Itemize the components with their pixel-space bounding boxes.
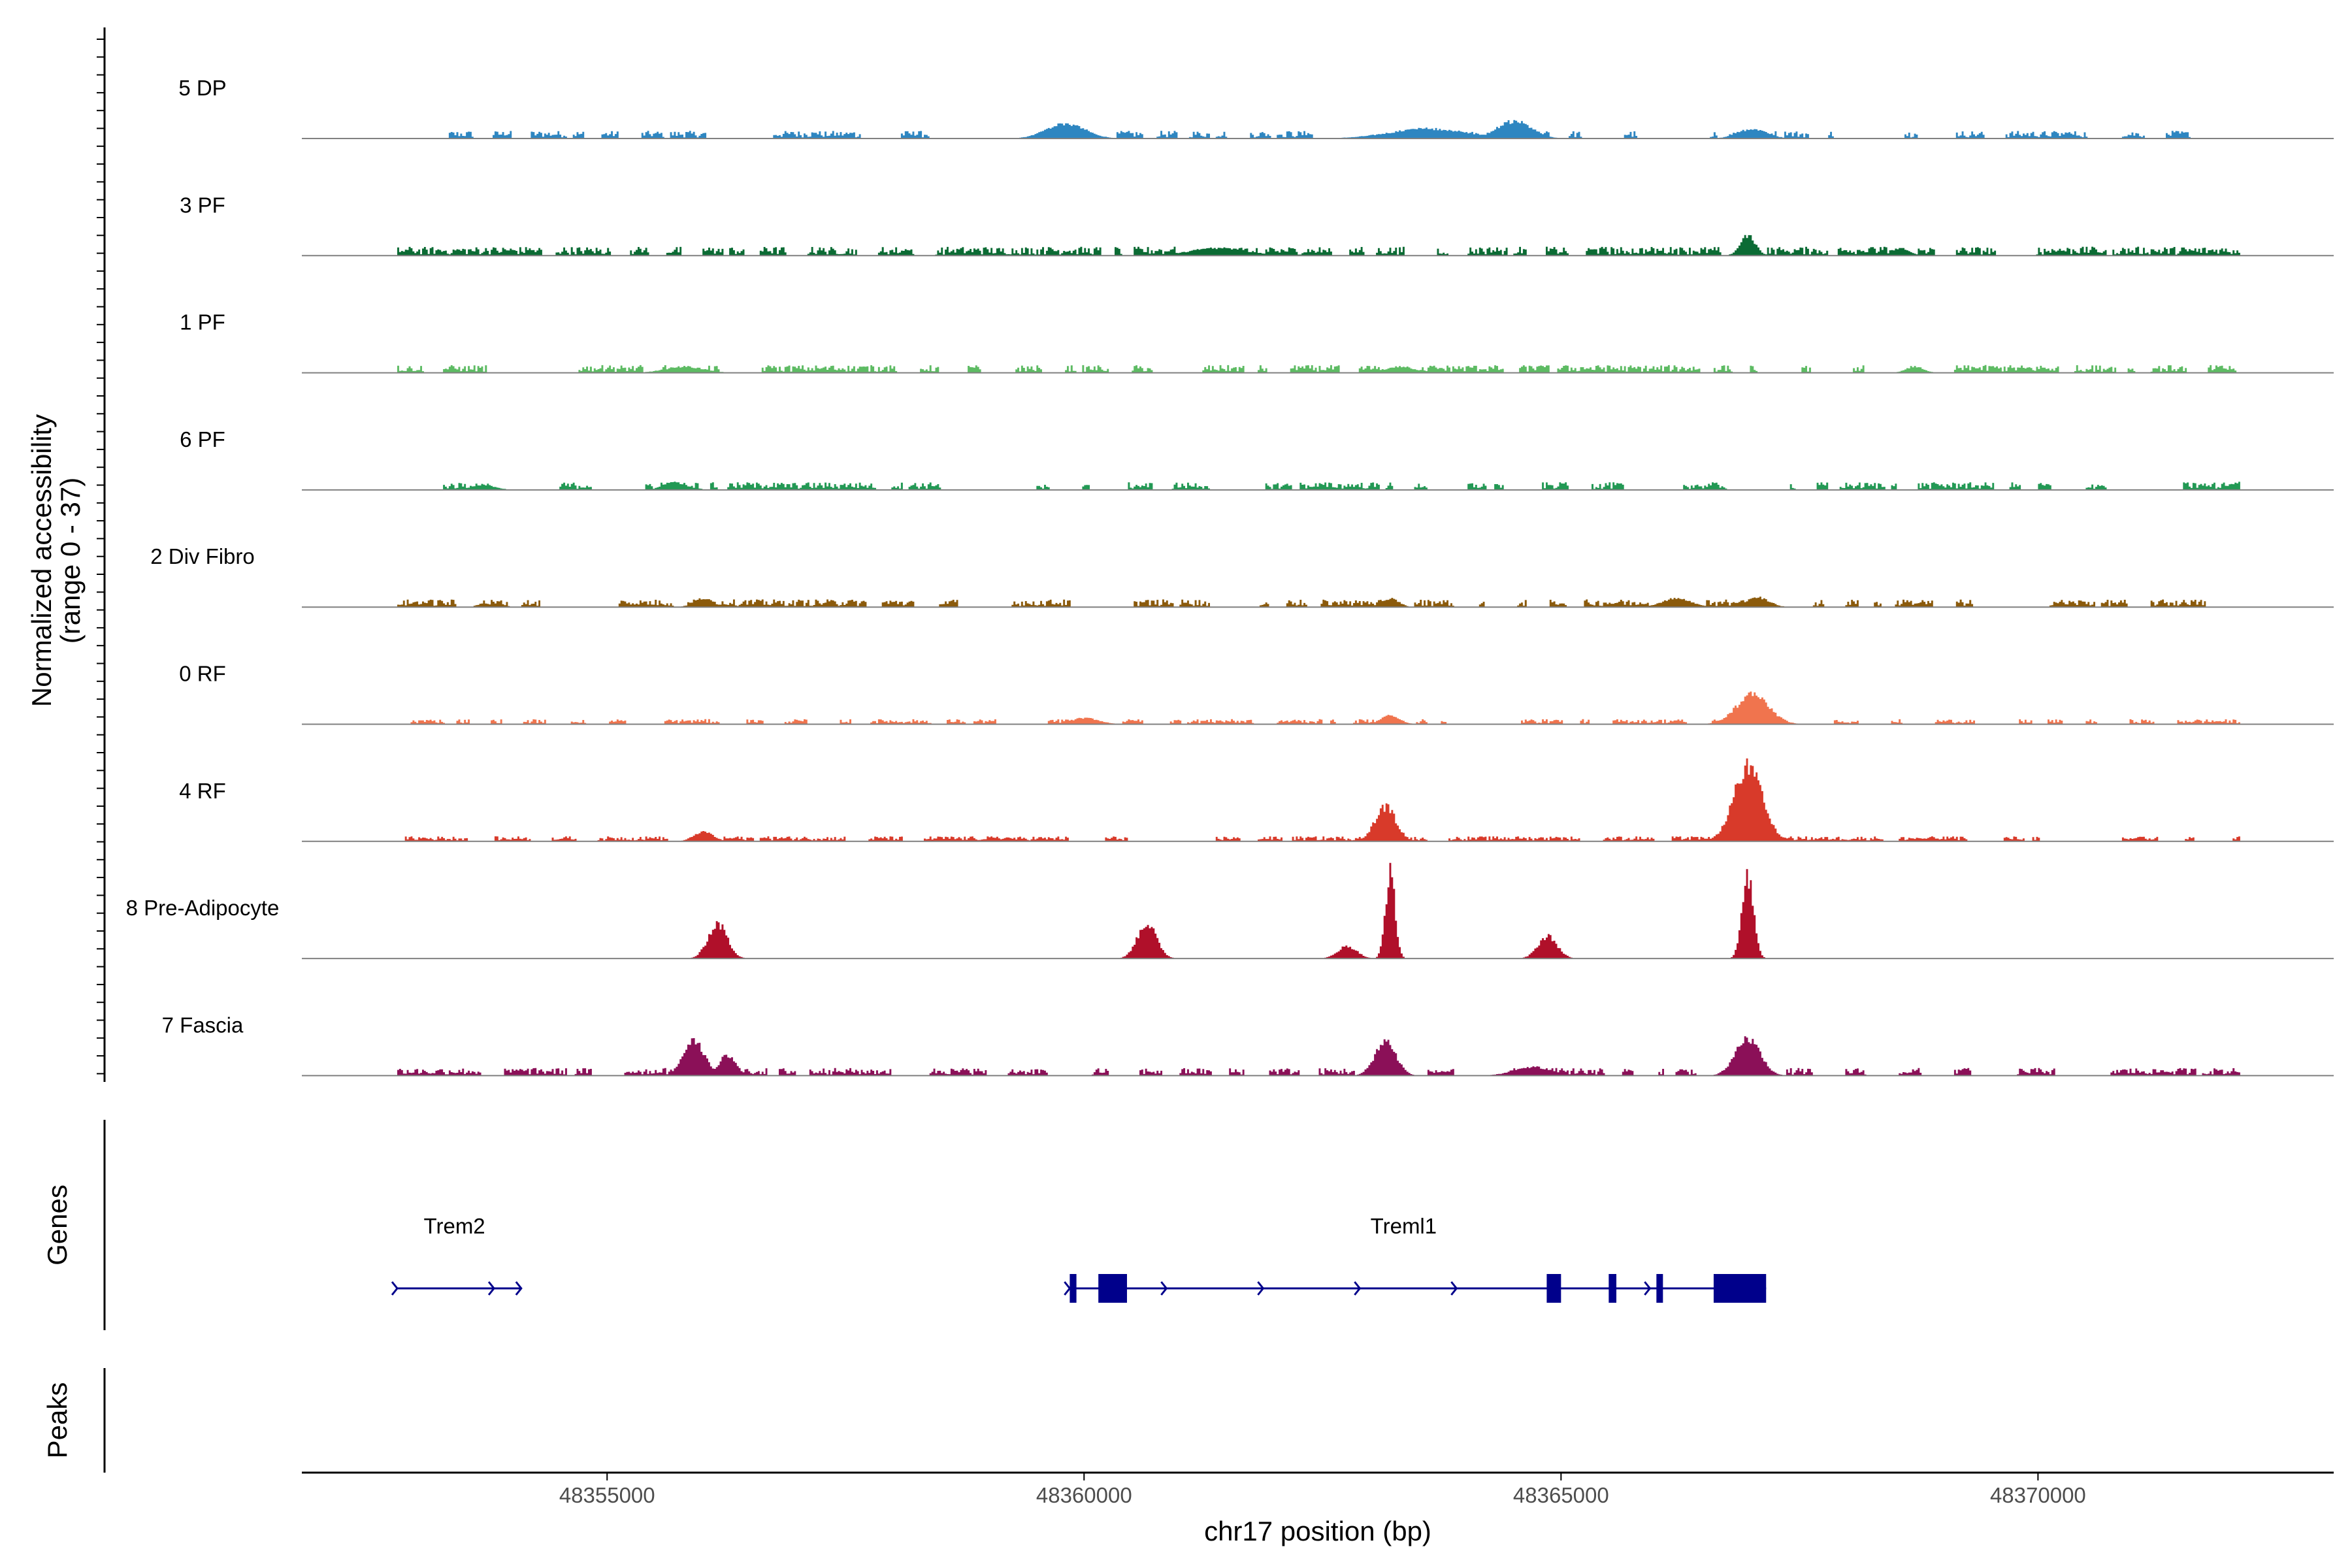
strand-arrow (1354, 1281, 1362, 1296)
track-0-rf: 0 RF (179, 662, 2334, 725)
track-label: 0 RF (179, 662, 226, 686)
x-tick-label: 48355000 (559, 1483, 655, 1507)
track-7-fascia: 7 Fascia (162, 1013, 2334, 1077)
coverage-area (302, 482, 2334, 490)
track-label: 8 Pre-Adipocyte (126, 896, 280, 920)
strand-arrow (1160, 1281, 1168, 1296)
track-label: 5 DP (178, 76, 226, 100)
genes-panel-label: Genes (42, 1184, 73, 1266)
y-axis-title-line1: Normalized accessibility (26, 414, 57, 707)
x-axis-title: chr17 position (bp) (1204, 1516, 1431, 1546)
coverage-area (302, 758, 2334, 841)
strand-arrow (1450, 1281, 1458, 1296)
exon-block (1098, 1274, 1127, 1303)
coverage-tracks: 5 DP 3 PF 1 PF 6 PF 2 Div Fibro 0 RF 4 RF 8 Pre… (126, 76, 2334, 1077)
x-ticks: 48355000 48360000 48365000 48370000 (559, 1473, 2086, 1507)
track-label: 2 Div Fibro (150, 544, 255, 568)
exon-block (1546, 1274, 1561, 1303)
track-8-pre-adipocyte: 8 Pre-Adipocyte (126, 862, 2334, 960)
strand-arrow (1257, 1281, 1265, 1296)
track-4-rf: 4 RF (179, 758, 2334, 842)
gene-treml1: Treml1 (1064, 1214, 1767, 1303)
track-5-dp: 5 DP (178, 76, 2334, 139)
track-label: 1 PF (180, 310, 225, 335)
x-tick-label: 48360000 (1036, 1483, 1132, 1507)
coverage-area (302, 691, 2334, 725)
coverage-y-ticks (97, 39, 105, 1075)
coverage-area (302, 235, 2334, 256)
track-label: 7 Fascia (162, 1013, 244, 1037)
x-tick-label: 48365000 (1513, 1483, 1609, 1507)
coverage-area (302, 120, 2334, 139)
peaks-panel-label: Peaks (42, 1382, 73, 1459)
gene-label: Trem2 (424, 1214, 485, 1238)
track-2-div-fibro: 2 Div Fibro (150, 544, 2334, 608)
exon-block (1656, 1274, 1663, 1303)
exon-block (1713, 1274, 1767, 1303)
gene-trem2: Trem2 (391, 1214, 523, 1296)
coverage-area (302, 862, 2334, 959)
axes: 48355000 48360000 48365000 48370000 Normali… (26, 27, 2334, 1546)
strand-arrow (487, 1281, 495, 1296)
strand-arrow (1064, 1281, 1071, 1296)
track-label: 6 PF (180, 427, 225, 451)
coverage-area (302, 596, 2334, 608)
y-axis-title-line2: (range 0 - 37) (55, 478, 86, 644)
track-label: 3 PF (180, 193, 225, 217)
coverage-area (302, 1036, 2334, 1076)
strand-arrow (391, 1281, 399, 1296)
exon-block (1070, 1274, 1077, 1303)
track-label: 4 RF (179, 779, 226, 803)
track-6-pf: 6 PF (180, 427, 2334, 491)
coverage-area (302, 365, 2334, 373)
strand-arrow (515, 1281, 523, 1296)
track-3-pf: 3 PF (180, 193, 2334, 257)
x-tick-label: 48370000 (1990, 1483, 2086, 1507)
gene-annotations: Trem2 Treml1 (391, 1214, 1767, 1303)
exon-block (1609, 1274, 1617, 1303)
gene-label: Treml1 (1371, 1214, 1437, 1238)
track-1-pf: 1 PF (180, 310, 2334, 374)
strand-arrow (1644, 1281, 1652, 1296)
